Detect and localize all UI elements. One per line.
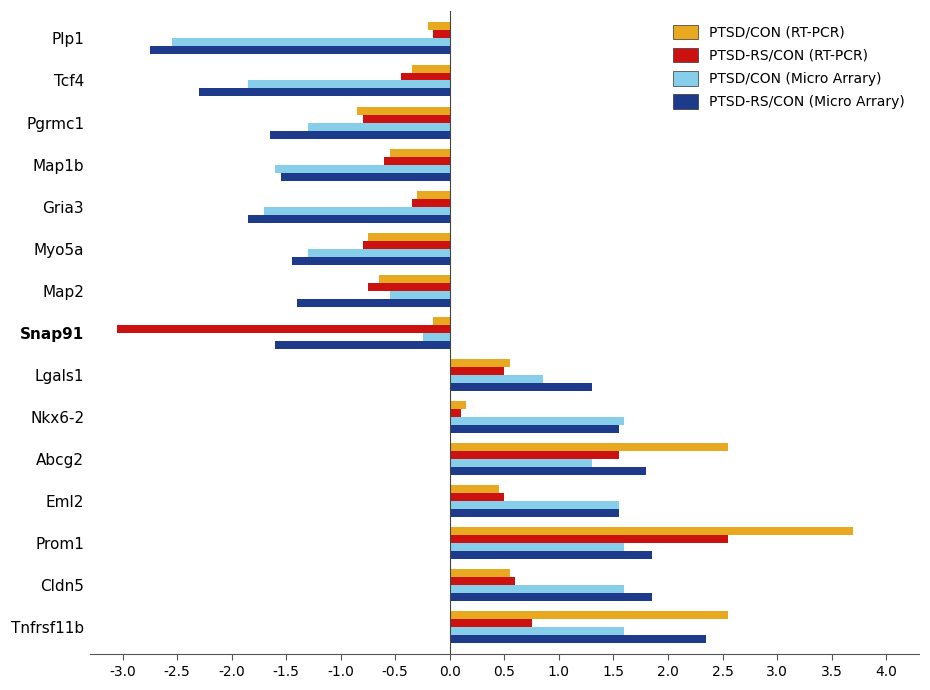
Bar <box>450 459 591 467</box>
Bar <box>450 501 618 509</box>
Bar <box>281 172 450 181</box>
Bar <box>199 88 450 97</box>
Bar <box>401 72 450 81</box>
Bar <box>450 527 854 535</box>
Bar <box>292 257 450 265</box>
Bar <box>363 241 450 248</box>
Bar <box>450 417 624 425</box>
Bar <box>117 325 450 333</box>
Bar <box>450 467 646 475</box>
Bar <box>450 493 504 501</box>
Bar <box>450 543 624 551</box>
Bar <box>450 635 706 643</box>
Bar <box>450 551 652 559</box>
Bar <box>450 627 624 635</box>
Bar <box>428 23 450 30</box>
Bar <box>368 233 450 241</box>
Bar <box>270 130 450 139</box>
Bar <box>384 157 450 165</box>
Bar <box>379 275 450 283</box>
Bar <box>308 123 450 130</box>
Bar <box>275 341 450 348</box>
Bar <box>357 106 450 115</box>
Bar <box>450 611 728 619</box>
Bar <box>450 577 515 585</box>
Bar <box>248 81 450 88</box>
Bar <box>450 367 504 375</box>
Bar <box>450 585 624 593</box>
Bar <box>450 425 618 433</box>
Bar <box>450 383 591 391</box>
Bar <box>450 593 652 601</box>
Bar <box>450 569 510 577</box>
Bar <box>264 206 450 215</box>
Legend: PTSD/CON (RT-PCR), PTSD-RS/CON (RT-PCR), PTSD/CON (Micro Arrary), PTSD-RS/CON (M: PTSD/CON (RT-PCR), PTSD-RS/CON (RT-PCR),… <box>666 18 912 116</box>
Bar <box>363 115 450 123</box>
Bar <box>450 401 466 409</box>
Bar <box>248 215 450 223</box>
Bar <box>422 333 450 341</box>
Bar <box>412 199 450 206</box>
Bar <box>150 46 450 55</box>
Bar <box>450 509 618 517</box>
Bar <box>450 409 460 417</box>
Bar <box>172 39 450 46</box>
Bar <box>450 359 510 367</box>
Bar <box>417 190 450 199</box>
Bar <box>450 375 542 383</box>
Bar <box>412 64 450 72</box>
Bar <box>390 290 450 299</box>
Bar <box>433 30 450 39</box>
Bar <box>450 443 728 451</box>
Bar <box>450 451 618 459</box>
Bar <box>433 317 450 325</box>
Bar <box>368 283 450 290</box>
Bar <box>308 248 450 257</box>
Bar <box>390 148 450 157</box>
Bar <box>450 535 728 543</box>
Bar <box>297 299 450 307</box>
Bar <box>450 619 532 627</box>
Bar <box>275 165 450 172</box>
Bar <box>450 485 498 493</box>
